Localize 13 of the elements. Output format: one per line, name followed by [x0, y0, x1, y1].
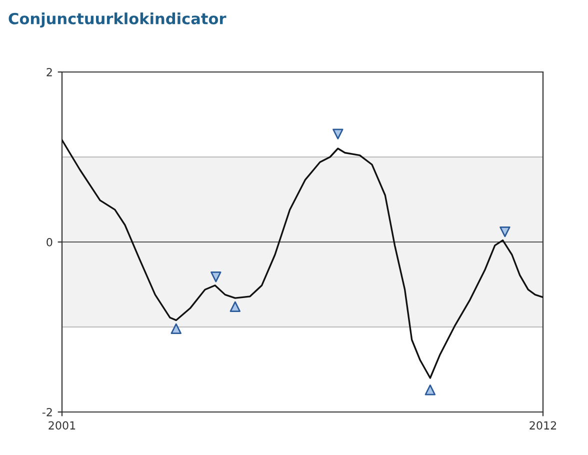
- point: [230, 301, 241, 312]
- y-tick-label: 2: [46, 68, 52, 76]
- line-series: [62, 139, 543, 379]
- x-tick-label: 2012: [530, 421, 556, 430]
- x-tick-label: 2001: [48, 421, 76, 430]
- y-tick-label: 0: [46, 238, 52, 246]
- point: [500, 226, 510, 238]
- point: [332, 128, 344, 140]
- chart-title: Conjunctuurklokindicator: [8, 12, 226, 28]
- point: [424, 384, 436, 396]
- y-tick-label: -2: [42, 408, 52, 416]
- point: [210, 271, 222, 282]
- point: [170, 323, 182, 334]
